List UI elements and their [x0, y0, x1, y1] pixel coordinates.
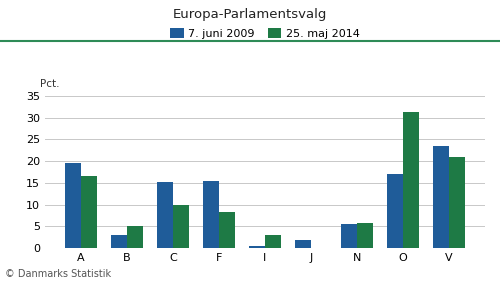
- Legend: 7. juni 2009, 25. maj 2014: 7. juni 2009, 25. maj 2014: [170, 28, 360, 39]
- Bar: [81, 176, 97, 248]
- Text: Pct.: Pct.: [40, 79, 59, 89]
- Bar: [157, 182, 173, 248]
- Bar: [203, 181, 219, 248]
- Bar: [357, 223, 373, 248]
- Bar: [265, 235, 281, 248]
- Bar: [127, 226, 143, 248]
- Bar: [249, 246, 265, 248]
- Bar: [219, 212, 235, 248]
- Text: © Danmarks Statistik: © Danmarks Statistik: [5, 269, 111, 279]
- Bar: [65, 163, 81, 248]
- Bar: [173, 205, 189, 248]
- Bar: [449, 157, 465, 248]
- Bar: [295, 240, 311, 248]
- Bar: [111, 235, 127, 248]
- Bar: [387, 174, 403, 248]
- Bar: [433, 146, 449, 248]
- Bar: [403, 113, 419, 248]
- Bar: [341, 224, 357, 248]
- Text: Europa-Parlamentsvalg: Europa-Parlamentsvalg: [173, 8, 327, 21]
